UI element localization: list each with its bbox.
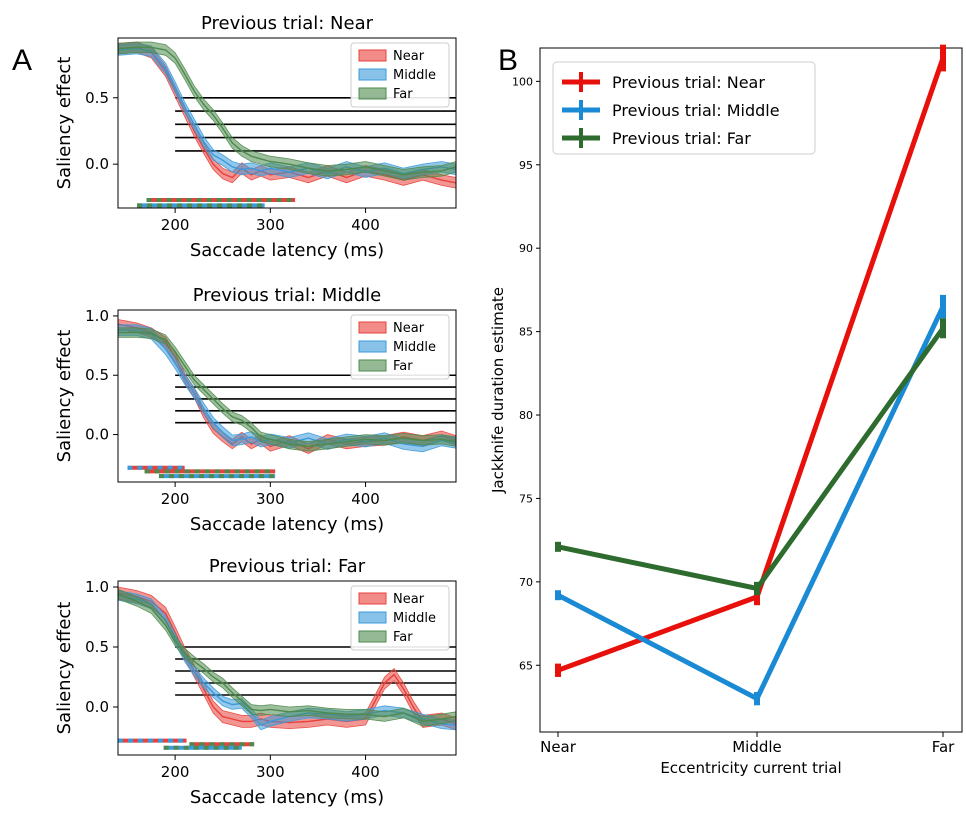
y-tick-label: 65 <box>519 659 533 672</box>
legend-swatch <box>358 611 387 624</box>
legend-swatch <box>358 359 387 372</box>
series-line-far <box>118 331 456 448</box>
axes-frame <box>539 47 963 733</box>
y-tick-label: 80 <box>519 409 533 422</box>
legend: Near Middle Far <box>350 585 450 651</box>
panel-b: 65 70 75 80 85 90 95 100 Near Middle Far Eccentrici… <box>489 44 963 777</box>
x-tick-label: Near <box>540 738 577 756</box>
series-band-middle <box>118 42 456 180</box>
panel-label-a: A <box>12 44 32 77</box>
series-3 <box>555 318 946 596</box>
subplot-title: Previous trial: Far <box>209 556 366 577</box>
plot-area <box>118 41 456 189</box>
y-tick-label: 100 <box>512 75 533 88</box>
x-tick-label: Middle <box>732 738 782 756</box>
legend-swatch <box>358 68 387 81</box>
series-line <box>556 305 946 703</box>
x-tick-label: Far <box>932 738 955 756</box>
panel-label-b: B <box>498 44 518 77</box>
series-line-far <box>118 593 456 723</box>
legend-swatch <box>358 87 387 100</box>
x-tick-label: 200 <box>161 216 190 234</box>
legend: Near Middle Far <box>350 314 450 380</box>
y-axis-label: Saliency effect <box>54 602 75 735</box>
series-2 <box>555 294 946 706</box>
legend-swatch <box>358 592 387 605</box>
y-axis-label: Saliency effect <box>54 330 75 463</box>
x-tick-label: 400 <box>351 490 380 508</box>
y-axis-label: Jackknife duration estimate <box>489 287 507 494</box>
subplot-3: 200 300 400 0.0 0.5 1.0 Previous trial: Far Sac… <box>54 556 457 808</box>
legend-label: Far <box>393 87 413 102</box>
plot-area <box>118 319 456 454</box>
axes-frame <box>117 37 457 209</box>
subplot-title: Previous trial: Near <box>201 13 374 34</box>
legend-swatch <box>358 49 387 62</box>
legend-swatch <box>358 340 387 353</box>
x-tick-label: 200 <box>161 763 190 781</box>
y-tick-label: 0.0 <box>85 698 109 716</box>
series-line <box>557 326 946 592</box>
legend: Near Middle Far <box>350 42 450 108</box>
series-line-far <box>118 46 456 176</box>
x-tick-label: 200 <box>161 490 190 508</box>
legend-box <box>552 61 816 155</box>
y-axis-label: Saliency effect <box>54 57 75 190</box>
y-tick-label: 75 <box>519 492 533 505</box>
legend-label: Near <box>393 592 425 607</box>
y-tick-label: 0.5 <box>85 366 109 384</box>
legend-label: Middle <box>393 340 436 355</box>
y-tick-label: 85 <box>519 326 533 339</box>
x-tick-label: 300 <box>256 216 285 234</box>
legend-label: Far <box>393 359 413 374</box>
legend-label: Middle <box>393 68 436 83</box>
series-band-far <box>118 588 456 727</box>
plot-area <box>118 586 456 731</box>
legend-label: Previous trial: Near <box>612 73 765 92</box>
subplot-title: Previous trial: Middle <box>193 285 382 306</box>
x-tick-label: 400 <box>351 216 380 234</box>
y-tick-label: 90 <box>519 242 533 255</box>
y-tick-label: 0.0 <box>85 426 109 444</box>
y-tick-label: 0.5 <box>85 89 109 107</box>
legend: Previous trial: Near Previous trial: Midd… <box>552 61 816 155</box>
panel-a: 200 300 400 0.0 0.5 Previous trial: Near Sacca… <box>54 13 457 808</box>
subplot-2: 200 300 400 0.0 0.5 1.0 Previous trial: Middle… <box>54 285 457 535</box>
legend-label: Near <box>393 321 425 336</box>
axes-frame <box>117 309 457 483</box>
x-tick-label: 300 <box>256 763 285 781</box>
axes-frame <box>117 580 457 756</box>
legend-label: Previous trial: Far <box>612 129 751 148</box>
x-tick-label: 400 <box>351 763 380 781</box>
x-axis-label: Saccade latency (ms) <box>190 787 384 808</box>
y-tick-label: 0.5 <box>85 638 109 656</box>
legend-swatch <box>358 321 387 334</box>
y-tick-label: 70 <box>519 576 533 589</box>
x-axis-label: Eccentricity current trial <box>660 759 841 777</box>
series-band-far <box>118 327 456 452</box>
legend-swatch <box>358 630 387 643</box>
x-axis-label: Saccade latency (ms) <box>190 240 384 261</box>
y-tick-label: 0.0 <box>85 155 109 173</box>
legend-label: Far <box>393 630 413 645</box>
legend-label: Near <box>393 49 425 64</box>
y-tick-label: 95 <box>519 159 533 172</box>
y-tick-label: 1.0 <box>85 578 109 596</box>
y-tick-label: 1.0 <box>85 307 109 325</box>
subplot-1: 200 300 400 0.0 0.5 Previous trial: Near Sacca… <box>54 13 457 261</box>
legend-label: Middle <box>393 611 436 626</box>
series-band-far <box>118 41 456 181</box>
x-tick-label: 300 <box>256 490 285 508</box>
legend-label: Previous trial: Middle <box>612 101 780 120</box>
x-axis-label: Saccade latency (ms) <box>190 514 384 535</box>
